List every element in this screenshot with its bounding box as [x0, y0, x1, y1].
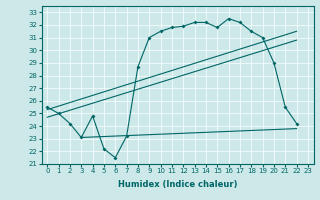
X-axis label: Humidex (Indice chaleur): Humidex (Indice chaleur) — [118, 180, 237, 189]
